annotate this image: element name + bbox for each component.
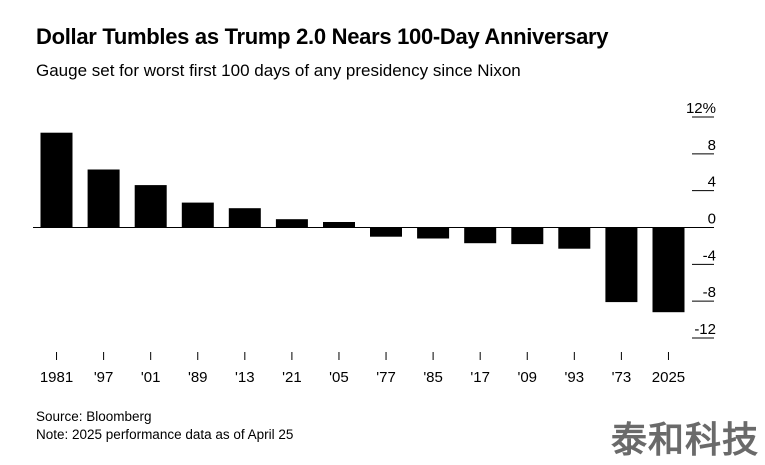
bar-17	[464, 227, 497, 244]
x-tick-label: '77	[376, 369, 396, 386]
y-tick-label: -4	[703, 247, 716, 264]
y-tick-label: 8	[708, 137, 716, 154]
x-tick-label: '21	[282, 369, 302, 386]
x-tick-label: '05	[329, 369, 349, 386]
x-tick-label: '93	[565, 369, 585, 386]
x-tick-label: '01	[141, 369, 161, 386]
bar-chart: 12% 8 4 0 -4 -8 -12 1981 '97 '01 '89 '13 '21 '05 '77 '…	[33, 100, 716, 386]
x-tick-label: '09	[517, 369, 537, 386]
bar-89	[181, 202, 214, 228]
footnote: Note: 2025 performance data as of April …	[36, 427, 294, 442]
source-note: Source: Bloomberg	[36, 409, 152, 424]
bar-1981	[40, 132, 73, 228]
x-tick-label: '73	[612, 369, 632, 386]
x-tick-label: 1981	[40, 369, 73, 386]
y-tick-label: -8	[703, 284, 716, 301]
bar-73	[605, 227, 638, 303]
y-tick-label: 12%	[686, 100, 716, 117]
bar-85	[417, 227, 450, 239]
x-tick-label: '17	[470, 369, 490, 386]
bar-05	[323, 222, 355, 228]
x-tick-label: 2025	[652, 369, 685, 386]
y-axis: 12% 8 4 0 -4 -8 -12	[686, 100, 716, 339]
x-tick-label: '13	[235, 369, 255, 386]
bar-2025	[652, 227, 685, 313]
bar-77	[370, 227, 402, 237]
bar-97	[87, 169, 120, 228]
bars-group	[40, 132, 685, 313]
y-tick-label: 4	[708, 174, 716, 191]
bar-01	[134, 185, 167, 228]
x-tick-label: '97	[94, 369, 114, 386]
bar-09	[511, 227, 544, 245]
x-tick-label: '85	[423, 369, 443, 386]
y-tick-label: -12	[694, 321, 716, 338]
watermark-logo: 泰和科技	[610, 420, 759, 461]
bar-21	[275, 219, 308, 228]
x-tick-label: '89	[188, 369, 208, 386]
chart-subtitle: Gauge set for worst first 100 days of an…	[36, 61, 521, 80]
y-tick-label: 0	[708, 211, 716, 228]
x-axis: 1981 '97 '01 '89 '13 '21 '05 '77 '85 '17 '09 '93 '73…	[40, 352, 685, 386]
chart-title: Dollar Tumbles as Trump 2.0 Nears 100-Da…	[36, 24, 609, 49]
bar-93	[558, 227, 591, 249]
bar-13	[228, 208, 261, 228]
